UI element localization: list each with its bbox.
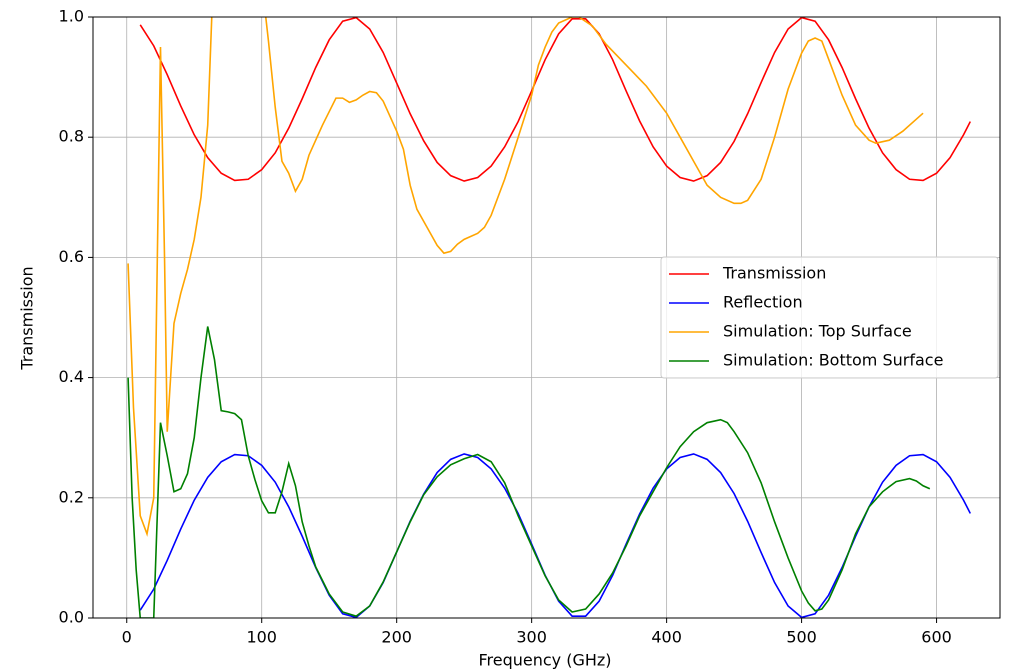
x-tick-label: 400 [651,628,682,647]
series-line [139,453,972,618]
y-tick-label: 0.4 [59,367,84,386]
y-tick-label: 0.0 [59,608,84,627]
series-line [127,17,924,537]
y-tick-label: 0.6 [59,247,84,266]
x-tick-label: 500 [786,628,817,647]
y-tick-label: 0.2 [59,487,84,506]
y-tick-label: 1.0 [59,7,84,26]
legend: Transmission Reflection Simulation: Top Su… [660,256,999,379]
x-tick-label: 200 [381,628,412,647]
y-axis-label: Transmission [18,266,37,370]
legend-label: Transmission [722,264,826,283]
plot-frame [92,16,1001,619]
legend-label: Reflection [723,293,803,312]
x-tick-label: 100 [246,628,277,647]
x-tick-label: 300 [516,628,547,647]
legend-label: Simulation: Bottom Surface [723,351,943,370]
x-axis-label: Frequency (GHz) [478,651,611,670]
y-tick-label: 0.8 [59,127,84,146]
legend-label: Simulation: Top Surface [723,322,912,341]
x-tick-label: 600 [921,628,952,647]
series-line [139,17,972,182]
plot-lines [127,17,972,618]
series-line [127,326,931,618]
legend-box [660,256,999,379]
x-tick-label: 0 [122,628,132,647]
